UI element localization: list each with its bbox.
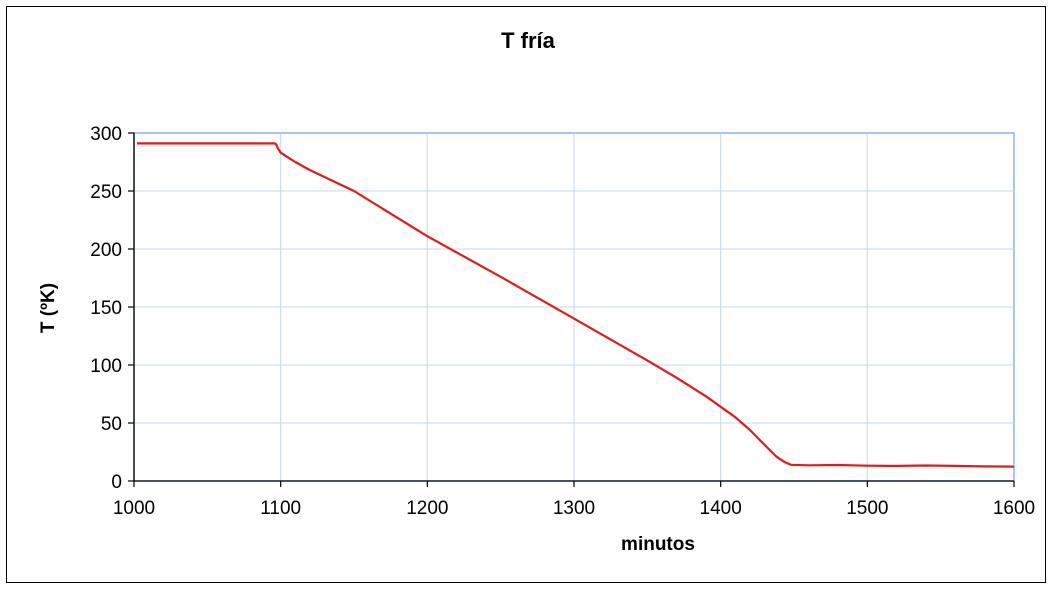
x-tick-label: 1000 — [113, 498, 155, 519]
x-axis-title: minutos — [621, 534, 695, 555]
x-tick-label: 1100 — [260, 498, 301, 519]
y-tick-label: 50 — [101, 414, 122, 435]
y-tick-label: 100 — [90, 356, 122, 377]
tick-labels: 1000 1100 1200 1300 1400 1500 1600 0 50 100 150 200… — [90, 124, 1035, 519]
y-tick-label: 250 — [90, 182, 122, 203]
y-tick-label: 150 — [90, 298, 122, 319]
series-group — [136, 142, 1015, 468]
grid-lines — [134, 133, 1014, 481]
y-tick-label: 0 — [111, 472, 122, 493]
x-tick-label: 1400 — [700, 498, 742, 519]
axes — [128, 132, 1015, 487]
chart-title: T fría — [501, 28, 556, 53]
x-tick-label: 1600 — [993, 498, 1035, 519]
x-tick-label: 1300 — [553, 498, 595, 519]
series-line-1 — [136, 142, 1015, 468]
y-tick-label: 300 — [90, 124, 122, 145]
y-axis-title: T (ºK) — [38, 283, 59, 333]
y-tick-label: 200 — [90, 240, 122, 261]
x-tick-label: 1200 — [406, 498, 448, 519]
x-tick-label: 1500 — [846, 498, 888, 519]
